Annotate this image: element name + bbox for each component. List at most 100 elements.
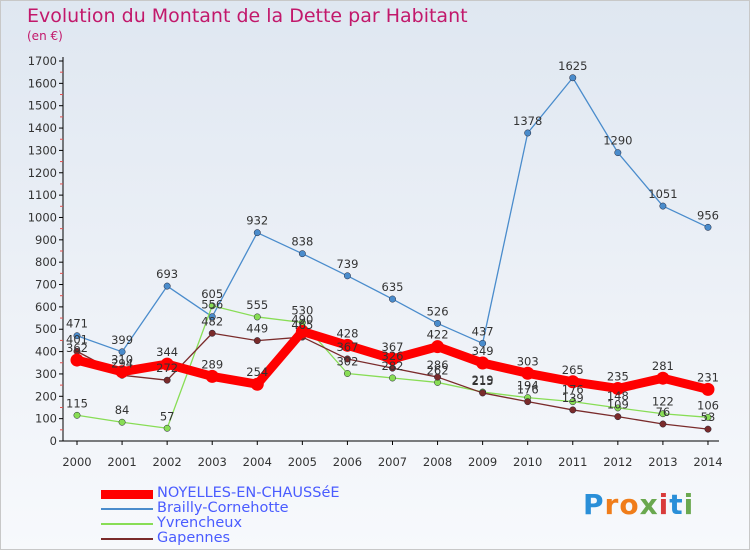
data-point: [569, 406, 577, 414]
data-point: [343, 370, 351, 377]
data-label: 176: [562, 383, 584, 397]
x-tick-label: 2008: [423, 455, 452, 469]
data-label: 1625: [558, 59, 587, 73]
logo-letter: x: [639, 488, 659, 521]
data-point: [208, 313, 216, 321]
data-label: 399: [111, 333, 133, 347]
data-label: 235: [607, 369, 629, 383]
data-label: 932: [246, 214, 268, 228]
y-tick-label: 1100: [28, 188, 57, 202]
data-point: [118, 348, 126, 356]
data-point: [569, 74, 577, 82]
data-label: 176: [517, 383, 539, 397]
data-point: [569, 398, 577, 406]
data-point: [70, 353, 84, 367]
data-label: 490: [291, 312, 313, 326]
x-tick-label: 2009: [468, 455, 497, 469]
data-point: [205, 369, 219, 383]
y-tick-label: 500: [35, 322, 57, 336]
data-label: 1051: [648, 187, 677, 201]
data-label: 344: [156, 345, 178, 359]
data-label: 367: [336, 340, 358, 354]
data-point: [73, 332, 81, 340]
data-label: 449: [246, 322, 268, 336]
y-tick-label: 800: [35, 255, 57, 269]
data-point: [253, 337, 261, 345]
data-label: 281: [652, 359, 674, 373]
data-label: 482: [201, 314, 223, 328]
data-point: [208, 329, 216, 337]
logo-letter: r: [604, 488, 620, 521]
data-label: 326: [382, 349, 404, 363]
data-label: 57: [160, 409, 175, 423]
data-point: [659, 202, 667, 210]
data-label: 139: [562, 391, 584, 405]
logo-letter: i: [683, 488, 695, 521]
data-point: [208, 302, 216, 310]
data-label: 194: [517, 379, 539, 393]
logo-letter: P: [583, 488, 605, 521]
data-label: 254: [246, 365, 268, 379]
x-tick-label: 2004: [243, 455, 272, 469]
data-point: [479, 339, 487, 347]
data-label: 367: [382, 340, 404, 354]
data-point: [253, 313, 261, 321]
data-point: [115, 365, 129, 379]
x-tick-label: 2007: [378, 455, 407, 469]
data-label: 310: [111, 353, 133, 367]
logo-letter: t: [669, 488, 684, 521]
data-point: [659, 420, 667, 428]
data-label: 289: [201, 357, 223, 371]
data-point: [431, 340, 445, 354]
data-point: [385, 352, 399, 366]
data-label: 471: [66, 317, 88, 331]
legend-swatch-2: [101, 523, 153, 525]
data-label: 956: [697, 208, 719, 222]
series-NOYELLES-EN-CHAUSSéE: [70, 324, 715, 396]
data-point: [163, 376, 171, 384]
data-label: 262: [427, 363, 449, 377]
proxiti-logo[interactable]: Proxiti: [583, 488, 694, 521]
legend-label-3: Gapennes: [157, 530, 231, 546]
data-label: 106: [697, 398, 719, 412]
data-point: [476, 356, 490, 370]
y-tick-label: 700: [35, 278, 57, 292]
data-label: 215: [472, 374, 494, 388]
data-point: [163, 282, 171, 290]
data-point: [566, 375, 580, 389]
data-point: [343, 272, 351, 280]
y-tick-label: 300: [35, 367, 57, 381]
chart-subtitle: (en €): [27, 29, 63, 43]
y-tick-label: 1000: [28, 210, 57, 224]
data-point: [704, 413, 712, 421]
data-point: [295, 324, 309, 338]
data-label: 115: [66, 396, 88, 410]
data-label: 265: [562, 363, 584, 377]
y-tick-label: 200: [35, 389, 57, 403]
y-tick-label: 900: [35, 233, 57, 247]
data-label: 294: [111, 356, 133, 370]
x-tick-label: 2000: [62, 455, 91, 469]
legend-label-0: NOYELLES-EN-CHAUSSéE: [157, 485, 340, 501]
data-label: 555: [246, 298, 268, 312]
data-label: 272: [156, 361, 178, 375]
data-label: 303: [517, 354, 539, 368]
logo-letter: i: [658, 488, 670, 521]
data-label: 349: [472, 344, 494, 358]
data-label: 635: [382, 280, 404, 294]
data-label: 556: [201, 298, 223, 312]
data-label: 148: [607, 389, 629, 403]
data-label: 401: [66, 332, 88, 346]
data-point: [434, 319, 442, 327]
x-tick-label: 2002: [152, 455, 181, 469]
data-point: [614, 413, 622, 421]
series-line: [76, 77, 709, 353]
data-point: [163, 424, 171, 432]
data-label: 465: [291, 318, 313, 332]
data-point: [614, 149, 622, 157]
data-point: [340, 338, 354, 352]
y-tick-label: 1600: [28, 76, 57, 90]
data-point: [704, 425, 712, 433]
y-tick-label: 1300: [28, 143, 57, 157]
